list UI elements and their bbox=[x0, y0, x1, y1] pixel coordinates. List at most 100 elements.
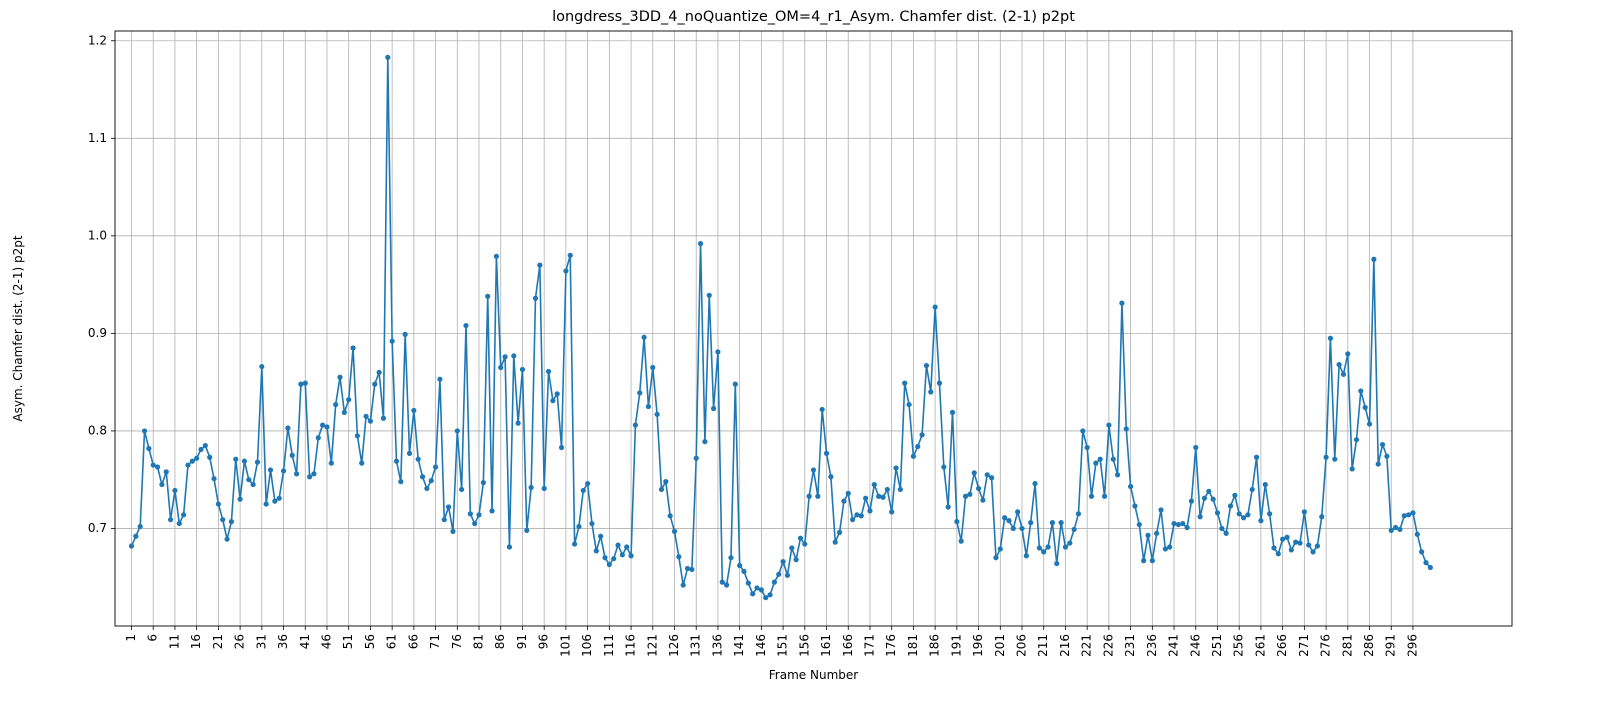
data-point bbox=[220, 517, 226, 523]
data-point bbox=[545, 368, 552, 375]
x-tick-label: 136 bbox=[710, 634, 724, 657]
data-point bbox=[1375, 461, 1381, 467]
data-point bbox=[511, 353, 517, 359]
data-point bbox=[1214, 510, 1221, 516]
x-tick-label: 241 bbox=[1167, 634, 1181, 657]
data-point bbox=[1154, 530, 1160, 536]
data-point bbox=[341, 409, 347, 415]
x-tick-label: 181 bbox=[906, 634, 920, 657]
x-tick-label: 56 bbox=[363, 634, 377, 649]
data-point bbox=[163, 469, 169, 475]
data-point bbox=[359, 460, 365, 466]
data-point bbox=[802, 541, 808, 547]
data-point bbox=[1145, 532, 1151, 538]
data-point bbox=[337, 374, 343, 380]
data-point bbox=[246, 477, 252, 483]
x-tick-label: 36 bbox=[276, 634, 290, 649]
data-point bbox=[589, 520, 595, 527]
data-point bbox=[1384, 453, 1390, 459]
data-point bbox=[884, 486, 890, 493]
data-point bbox=[259, 363, 265, 370]
data-point bbox=[328, 460, 334, 466]
data-point bbox=[645, 403, 652, 410]
data-point bbox=[1240, 515, 1247, 521]
data-point bbox=[637, 390, 643, 396]
x-tick-label: 186 bbox=[928, 634, 942, 657]
data-point bbox=[459, 486, 465, 493]
data-point bbox=[280, 468, 287, 474]
data-point bbox=[141, 428, 148, 434]
data-point bbox=[233, 456, 239, 462]
data-point bbox=[1149, 558, 1155, 564]
data-point bbox=[211, 476, 217, 482]
data-point bbox=[146, 445, 152, 452]
data-point bbox=[133, 533, 139, 539]
data-point bbox=[1366, 421, 1373, 427]
x-tick-label: 66 bbox=[406, 634, 420, 649]
data-point bbox=[1123, 426, 1129, 432]
data-point bbox=[1101, 493, 1108, 499]
data-point bbox=[311, 471, 317, 477]
data-point bbox=[159, 481, 165, 488]
data-point bbox=[776, 571, 782, 577]
data-point bbox=[215, 501, 221, 507]
data-point bbox=[1080, 428, 1086, 434]
data-point bbox=[641, 334, 647, 340]
data-point bbox=[606, 561, 612, 568]
data-point bbox=[741, 568, 747, 574]
data-point bbox=[967, 491, 973, 497]
data-point bbox=[984, 472, 990, 478]
data-point bbox=[724, 582, 730, 588]
data-point bbox=[315, 435, 321, 441]
data-point bbox=[276, 495, 282, 501]
data-point bbox=[1180, 520, 1186, 527]
data-point bbox=[1388, 527, 1394, 534]
data-point bbox=[1410, 510, 1416, 516]
data-point bbox=[1071, 526, 1077, 533]
data-point bbox=[1206, 488, 1212, 494]
data-point bbox=[954, 519, 960, 525]
data-point bbox=[945, 504, 951, 510]
data-point bbox=[189, 458, 195, 464]
data-point bbox=[467, 511, 473, 517]
data-point bbox=[680, 582, 686, 588]
data-point bbox=[1340, 371, 1347, 377]
data-point bbox=[576, 523, 582, 530]
data-point bbox=[389, 338, 395, 344]
x-tick-label: 131 bbox=[689, 634, 703, 657]
data-point bbox=[915, 443, 921, 450]
x-tick-label: 271 bbox=[1297, 634, 1311, 657]
data-point bbox=[1006, 518, 1012, 524]
data-point bbox=[406, 450, 413, 456]
data-point bbox=[671, 528, 678, 534]
data-point bbox=[1193, 444, 1199, 451]
data-point bbox=[176, 520, 182, 527]
data-point bbox=[936, 380, 943, 386]
y-tick-label: 0.9 bbox=[88, 326, 107, 340]
data-point bbox=[767, 592, 773, 598]
data-point bbox=[693, 455, 699, 461]
data-point bbox=[411, 407, 417, 414]
data-point bbox=[398, 479, 404, 485]
data-point bbox=[1128, 483, 1134, 490]
x-tick-label: 196 bbox=[971, 634, 985, 657]
data-point bbox=[554, 391, 560, 397]
data-point bbox=[893, 465, 899, 471]
data-point bbox=[876, 493, 882, 499]
x-tick-label: 71 bbox=[428, 634, 442, 649]
data-point bbox=[363, 413, 369, 419]
data-point bbox=[815, 493, 821, 499]
data-point bbox=[393, 458, 400, 464]
data-point bbox=[1358, 388, 1364, 394]
x-tick-label: 61 bbox=[385, 634, 399, 649]
data-point bbox=[941, 464, 947, 470]
data-point bbox=[1227, 503, 1234, 509]
data-point bbox=[871, 481, 877, 488]
x-tick-label: 121 bbox=[645, 634, 659, 657]
y-axis: 0.7 0.8 0.9 1.0 1.1 1.2 bbox=[88, 33, 115, 535]
data-point bbox=[432, 464, 439, 470]
x-tick-label: 151 bbox=[776, 634, 790, 657]
data-point bbox=[598, 533, 604, 539]
data-point bbox=[689, 566, 695, 573]
data-point bbox=[632, 422, 639, 428]
